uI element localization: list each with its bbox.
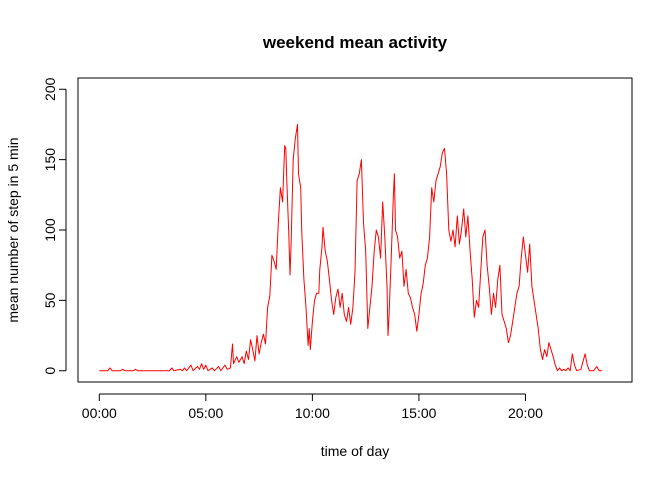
x-tick-label: 00:00 <box>82 405 117 421</box>
y-tick-label: 200 <box>42 77 58 101</box>
y-tick-label: 100 <box>42 218 58 242</box>
plot-frame <box>77 77 633 383</box>
x-tick-label: 10:00 <box>295 405 330 421</box>
series-line-0 <box>99 123 603 372</box>
y-axis-label: mean number of step in 5 min <box>5 137 21 322</box>
x-axis-label: time of day <box>321 443 389 459</box>
x-tick-label: 15:00 <box>401 405 436 421</box>
x-tick-label: 05:00 <box>188 405 223 421</box>
y-tick-label: 0 <box>42 367 58 375</box>
chart-title: weekend mean activity <box>262 33 448 52</box>
y-tick-label: 50 <box>42 292 58 308</box>
y-tick-label: 150 <box>42 148 58 172</box>
x-tick-label: 20:00 <box>508 405 543 421</box>
axes: 00:00 05:00 10:00 15:00 20:00 0 50 100 150 200 <box>42 77 543 421</box>
series-layer <box>99 123 603 372</box>
